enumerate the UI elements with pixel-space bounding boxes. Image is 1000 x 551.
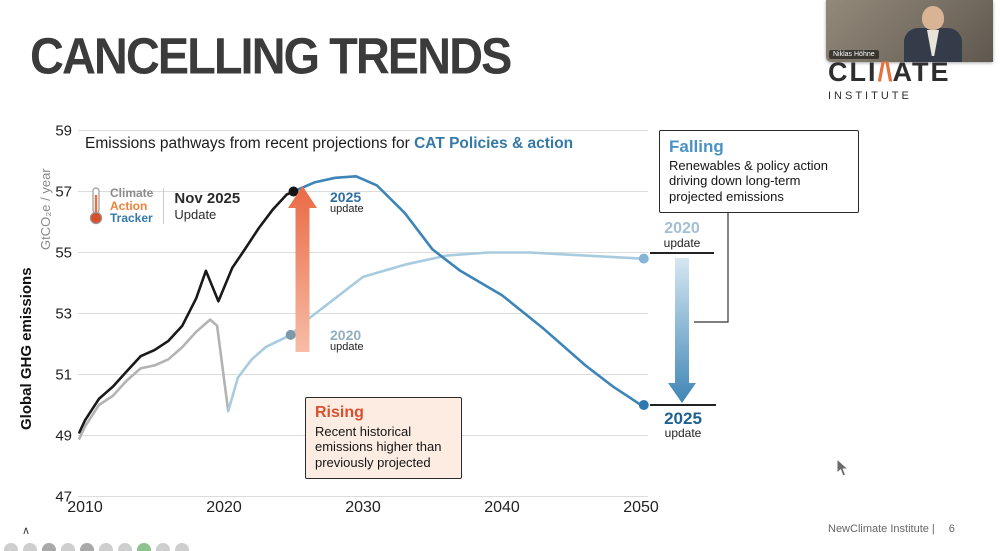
label-year: 2020 [664, 220, 700, 237]
y-tick-label: 59 [55, 123, 72, 140]
label-2020-update-right: 2020 update [650, 221, 714, 254]
x-tick-label: 2030 [345, 499, 381, 516]
webcam-person-head [922, 6, 944, 30]
webcam-video-tile[interactable]: Niklas Höhne [826, 0, 993, 62]
logo-subtitle: INSTITUTE [828, 90, 912, 102]
x-tick-label: 2020 [206, 499, 242, 516]
marker-end-dot-2020-update [638, 253, 649, 264]
taskbar-icon[interactable] [4, 543, 18, 551]
cat-update-date-line2: Update [174, 207, 217, 222]
chart-plot-area: 47 49 51 53 55 57 59 2010 2020 2030 2040 2050 [55, 123, 659, 517]
label-sub: update [330, 341, 364, 353]
label-year: 2025 [330, 189, 362, 205]
footer-text: NewClimate Institute | [828, 523, 935, 535]
label-2025-update-right: 2025 update [650, 404, 716, 439]
mouse-cursor [836, 458, 850, 477]
falling-arrow [668, 258, 696, 403]
taskbar-icon[interactable] [175, 543, 189, 551]
falling-annotation-body: Renewables & policy action driving down … [669, 158, 828, 204]
series-projection-2020-update [226, 251, 643, 413]
taskbar-icon[interactable] [137, 543, 151, 551]
thermometer-icon [89, 187, 103, 225]
marker-start-dot-2020-update [285, 329, 296, 340]
label-2020-update-mid: 2020 update [330, 328, 364, 353]
chart-title-prefix: Emissions pathways from recent projectio… [85, 135, 415, 152]
y-tick-label: 51 [55, 367, 72, 384]
climate-action-tracker-logo: Climate Action Tracker Nov 2025 Update [88, 186, 240, 226]
marker-end-dot-2025-update [638, 400, 649, 410]
x-tick-label: 2040 [484, 499, 520, 516]
y-axis-unit: GtCO₂e / year [38, 168, 53, 250]
rising-annotation-box: Rising Recent historical emissions highe… [305, 397, 462, 479]
y-axis-title: Global GHG emissions [18, 267, 35, 430]
rising-annotation-body: Recent historical emissions higher than … [315, 424, 442, 470]
label-year: 2020 [330, 327, 362, 343]
y-tick-label: 49 [55, 428, 72, 445]
page-number: 6 [948, 523, 955, 535]
taskbar-icon[interactable] [23, 543, 37, 551]
label-2025-update-top: 2025 update [330, 190, 364, 215]
logo-part2: ATE [892, 57, 951, 87]
cat-logo-line1: Climate [110, 186, 154, 201]
logo-wordmark: CLI/\ATE [828, 57, 951, 88]
taskbar-icon[interactable] [80, 543, 94, 551]
series-historical-emissions-2020-update [78, 318, 230, 440]
y-tick-label: 55 [55, 245, 72, 262]
collapse-caret-icon[interactable]: ∧ [22, 525, 30, 537]
taskbar-icon[interactable] [99, 543, 113, 551]
label-sub: update [663, 236, 701, 250]
taskbar-icon[interactable] [118, 543, 132, 551]
cat-update-date-line1: Nov 2025 [174, 190, 241, 207]
taskbar-icon[interactable] [61, 543, 75, 551]
series-historical-emissions-nov-2025-update [78, 190, 295, 434]
taskbar-icon[interactable] [42, 543, 56, 551]
slide-title: CANCELLING TRENDS [30, 27, 512, 85]
slide-footer: NewClimate Institute | 6 [828, 523, 955, 535]
series-projection-2025-update [292, 175, 643, 407]
cat-logo-text: Climate Action Tracker [110, 187, 153, 225]
y-tick-label: 47 [55, 489, 72, 506]
webcam-participant-name: Niklas Höhne [829, 50, 879, 59]
chart-title: Emissions pathways from recent projectio… [85, 135, 573, 153]
newclimate-institute-logo: CLI/\ATE INSTITUTE [828, 57, 951, 102]
falling-annotation-title: Falling [669, 137, 724, 156]
taskbar-icon[interactable] [156, 543, 170, 551]
label-sub: update [330, 203, 364, 215]
rising-arrow [288, 186, 317, 352]
y-tick-label: 57 [55, 184, 72, 201]
divider [163, 188, 165, 224]
logo-slash-m: /\ [877, 57, 893, 87]
marker-start-dot-2025-update [288, 186, 299, 197]
cat-update-date: Nov 2025 Update [174, 190, 240, 222]
y-tick-label: 53 [55, 306, 72, 323]
cat-logo-line2: Action [110, 198, 148, 213]
rising-annotation-title: Rising [315, 404, 364, 421]
falling-box-connector [694, 213, 729, 323]
falling-annotation-box: Falling Renewables & policy action drivi… [659, 130, 859, 213]
label-sub: update [664, 426, 702, 440]
cat-logo-line3: Tracker [110, 211, 153, 226]
x-tick-label: 2010 [67, 499, 103, 516]
x-tick-label: 2050 [623, 499, 659, 516]
taskbar [4, 543, 189, 551]
chart-title-highlight: CAT Policies & action [414, 135, 574, 152]
logo-part1: CLI [828, 57, 878, 87]
label-year: 2025 [664, 409, 702, 428]
